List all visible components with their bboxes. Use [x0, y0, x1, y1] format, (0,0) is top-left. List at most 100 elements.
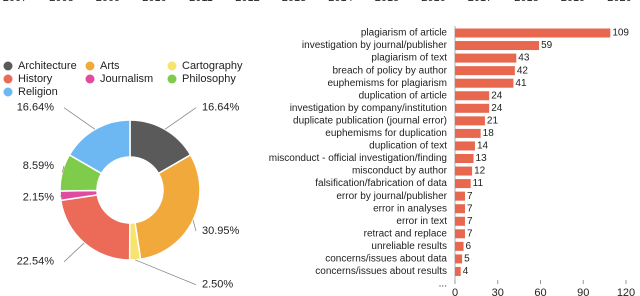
- slice-label: 8.59%: [23, 160, 54, 172]
- bar: [455, 116, 485, 126]
- bar: [455, 103, 490, 113]
- legend-label: Arts: [100, 60, 120, 72]
- y-tick-label: retract and replace: [364, 228, 448, 239]
- legend-swatch: [85, 61, 95, 71]
- y-tick-label: euphemisms for plagiarism: [328, 78, 448, 89]
- bar-value: 4: [463, 266, 469, 277]
- slice-label: 2.15%: [23, 192, 54, 204]
- bar-value: 18: [483, 128, 495, 139]
- legend-label: Journalism: [100, 73, 153, 85]
- x-tick-label: 90: [577, 287, 589, 296]
- legend-label: History: [18, 73, 53, 85]
- slice-label: 16.64%: [17, 102, 55, 114]
- bar: [455, 254, 463, 264]
- bar-value: 7: [467, 191, 473, 202]
- y-tick-label: error in analyses: [373, 203, 447, 214]
- x-tick-label: 60: [534, 287, 546, 296]
- bar: [455, 191, 465, 201]
- bar-value: 21: [487, 115, 499, 126]
- bar: [455, 266, 461, 276]
- bar-value: 7: [467, 228, 473, 239]
- slice-label: 2.50%: [202, 279, 233, 291]
- timeline-label: 2013: [282, 0, 306, 4]
- x-tick-label: 120: [617, 287, 635, 296]
- y-tick-label: misconduct by author: [352, 166, 448, 177]
- bar-value: 13: [476, 153, 488, 164]
- slice-label: 16.64%: [202, 102, 240, 114]
- bar-value: 6: [466, 241, 472, 252]
- timeline-label: 2020: [607, 0, 631, 4]
- leader-line: [61, 165, 65, 173]
- y-tick-label: euphemisms for duplication: [325, 128, 447, 139]
- bar-value: 41: [515, 78, 527, 89]
- y-tick-label: investigation by journal/publisher: [302, 40, 448, 51]
- timeline-label: 2010: [142, 0, 166, 4]
- y-tick-label: concerns/issues about results: [315, 266, 447, 277]
- bar-value: 12: [474, 166, 486, 177]
- timeline-label: 2019: [561, 0, 585, 4]
- bar: [455, 91, 490, 101]
- leader-line: [63, 242, 85, 263]
- y-tick-label: misconduct - official investigation/find…: [269, 153, 447, 164]
- bar: [455, 53, 517, 63]
- y-tick-label: breach of policy by author: [332, 65, 447, 76]
- bar-value: 24: [491, 103, 503, 114]
- y-tick-label: falsification/fabrication of data: [315, 178, 447, 189]
- y-tick-label: plagiarism of article: [361, 28, 448, 39]
- legend-label: Cartography: [182, 60, 243, 72]
- x-tick-label: 30: [492, 287, 504, 296]
- y-tick-label: error by journal/publisher: [336, 191, 447, 202]
- timeline-label: 2012: [235, 0, 259, 4]
- bar-value: 7: [467, 203, 473, 214]
- y-tick-label: duplication of text: [369, 141, 447, 152]
- legend-label: Architecture: [18, 60, 77, 72]
- leader-line: [134, 259, 197, 286]
- y-tick-label: ...: [439, 279, 447, 290]
- timeline-label: 2014: [328, 0, 352, 4]
- timeline-label: 2007: [3, 0, 27, 4]
- bar: [455, 166, 473, 176]
- bar-value: 5: [464, 254, 470, 265]
- bar: [455, 28, 611, 38]
- bar: [455, 141, 475, 151]
- leader-line: [60, 195, 65, 199]
- legend-label: Philosophy: [182, 73, 236, 85]
- slice-label: 22.54%: [17, 256, 55, 268]
- bar: [455, 66, 515, 76]
- bar-value: 11: [473, 178, 484, 189]
- legend-swatch: [3, 87, 13, 97]
- slice-label: 30.95%: [202, 225, 240, 237]
- y-tick-label: error in text: [396, 216, 447, 227]
- timeline-label: 2008: [49, 0, 73, 4]
- bar-value: 7: [467, 216, 473, 227]
- donut-slice: [59, 194, 131, 261]
- timeline-label: 2011: [189, 0, 213, 4]
- legend-swatch: [85, 74, 95, 84]
- y-tick-label: duplicate publication (journal error): [293, 115, 447, 126]
- x-tick-label: 0: [452, 287, 458, 296]
- bar: [455, 179, 471, 189]
- donut-slice: [68, 119, 131, 175]
- timeline-label: 2018: [514, 0, 538, 4]
- leader-line: [63, 107, 96, 130]
- legend-swatch: [3, 61, 13, 71]
- leader-line: [192, 220, 197, 232]
- y-tick-label: duplication of article: [359, 90, 448, 101]
- legend-swatch: [167, 74, 177, 84]
- y-tick-label: concerns/issues about data: [325, 254, 447, 265]
- bar-value: 24: [491, 90, 503, 101]
- bar: [455, 216, 465, 226]
- bar-value: 109: [612, 28, 629, 39]
- bar-value: 14: [477, 141, 489, 152]
- y-tick-label: unreliable results: [371, 241, 447, 252]
- bar: [455, 241, 464, 251]
- bar: [455, 204, 465, 214]
- bar: [455, 229, 465, 239]
- bar-value: 59: [541, 40, 553, 51]
- timeline-label: 2009: [96, 0, 120, 4]
- donut-slice: [134, 153, 201, 261]
- timeline-label: 2016: [421, 0, 445, 4]
- bar-value: 42: [517, 65, 529, 76]
- timeline-label: 2017: [468, 0, 492, 4]
- bar-value: 43: [518, 53, 530, 64]
